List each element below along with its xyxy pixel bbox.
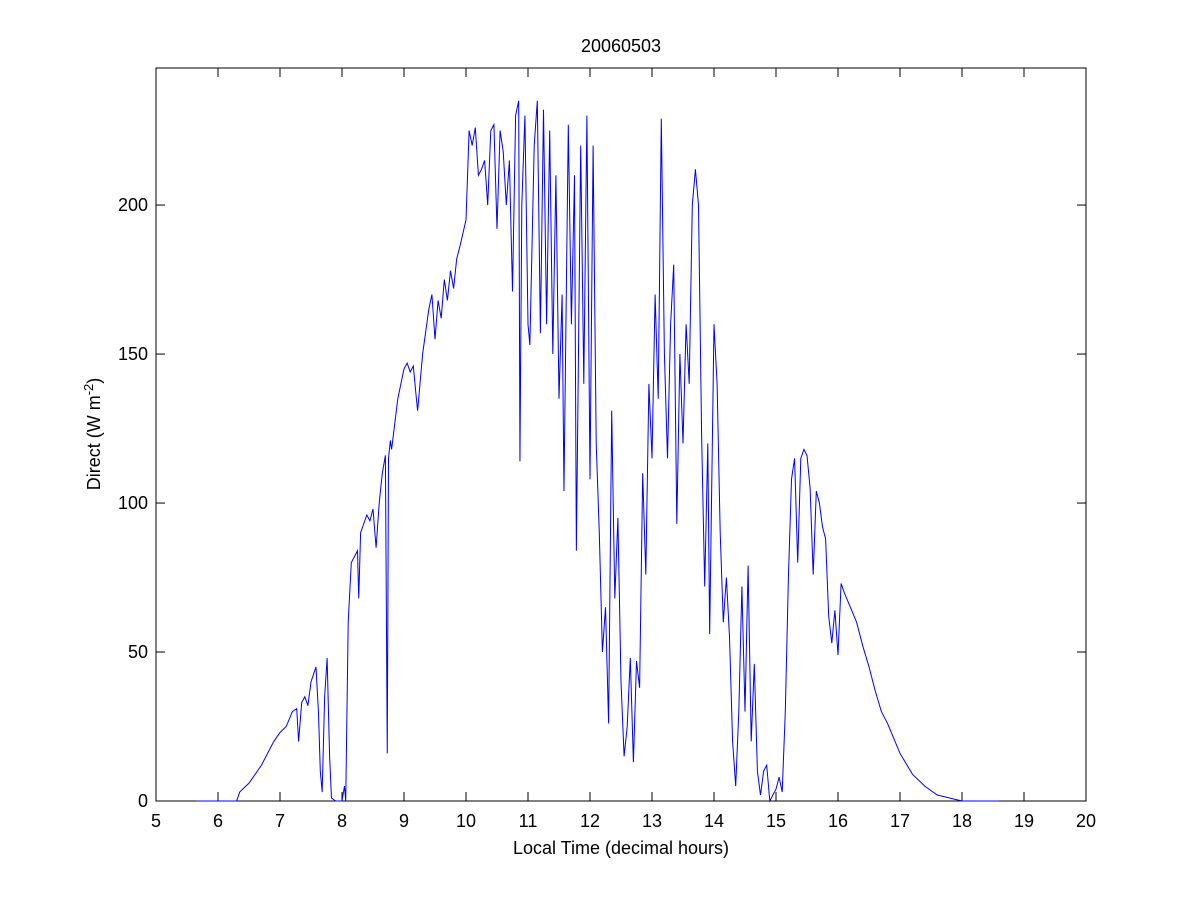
y-label-text: Direct (W m <box>84 395 104 490</box>
y-tick-label: 200 <box>118 195 148 215</box>
x-tick-label: 10 <box>456 811 476 831</box>
x-tick-label: 15 <box>766 811 786 831</box>
x-tick-label: 5 <box>151 811 161 831</box>
y-tick-label: 50 <box>128 642 148 662</box>
x-tick-label: 16 <box>828 811 848 831</box>
x-tick-label: 9 <box>399 811 409 831</box>
y-label-superscript: -2 <box>81 384 96 396</box>
y-tick-label: 0 <box>138 791 148 811</box>
y-tick-label: 100 <box>118 493 148 513</box>
y-label-text: ) <box>84 378 104 384</box>
x-tick-label: 6 <box>213 811 223 831</box>
y-axis-label: Direct (W m-2) <box>81 378 104 491</box>
x-tick-label: 14 <box>704 811 724 831</box>
chart-title: 20060503 <box>581 36 661 56</box>
x-tick-label: 12 <box>580 811 600 831</box>
x-tick-label: 18 <box>952 811 972 831</box>
x-tick-label: 7 <box>275 811 285 831</box>
y-tick-label: 150 <box>118 344 148 364</box>
x-axis-label: Local Time (decimal hours) <box>513 838 729 858</box>
x-tick-label: 13 <box>642 811 662 831</box>
x-tick-label: 8 <box>337 811 347 831</box>
x-tick-label: 20 <box>1076 811 1096 831</box>
data-line <box>196 100 1000 803</box>
x-tick-label: 11 <box>519 811 538 831</box>
x-tick-label: 17 <box>890 811 910 831</box>
x-tick-label: 19 <box>1014 811 1034 831</box>
